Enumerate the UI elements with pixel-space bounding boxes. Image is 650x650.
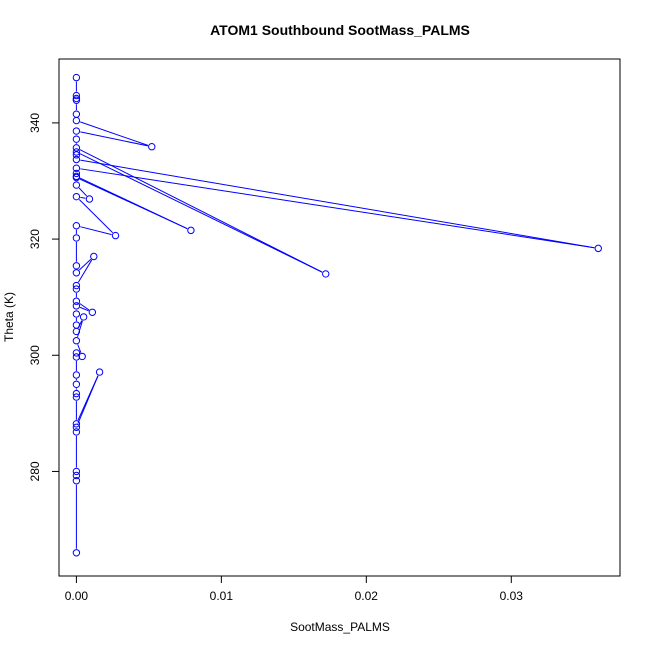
data-point bbox=[72, 144, 81, 152]
chart-title: ATOM1 Southbound SootMass_PALMS bbox=[210, 22, 470, 38]
data-point bbox=[111, 231, 120, 240]
series-segment bbox=[78, 199, 114, 234]
data-point bbox=[72, 110, 81, 118]
series-segment bbox=[80, 121, 149, 146]
data-point bbox=[72, 151, 81, 159]
data-point bbox=[72, 380, 81, 389]
data-point bbox=[72, 467, 81, 476]
data-point bbox=[88, 308, 97, 316]
data-point bbox=[148, 143, 156, 151]
x-tick-label: 0.01 bbox=[210, 589, 234, 603]
data-point bbox=[187, 226, 195, 235]
data-point bbox=[72, 91, 81, 100]
data-point bbox=[72, 192, 81, 201]
series-segment bbox=[79, 153, 323, 273]
data-point bbox=[72, 423, 81, 431]
x-tick-label: 0.00 bbox=[65, 589, 89, 603]
data-point bbox=[322, 270, 330, 278]
data-point bbox=[72, 73, 81, 82]
series-line-group bbox=[75, 81, 595, 549]
data-point bbox=[72, 471, 81, 480]
series-segment bbox=[80, 226, 112, 236]
series-segment bbox=[80, 168, 595, 249]
data-point bbox=[72, 222, 81, 230]
data-point bbox=[72, 181, 81, 189]
series-segment bbox=[79, 177, 188, 230]
series-segment bbox=[77, 375, 99, 421]
data-point bbox=[72, 310, 81, 318]
data-point bbox=[85, 195, 94, 203]
series-segment bbox=[79, 149, 323, 273]
x-axis-label: SootMass_PALMS bbox=[290, 620, 390, 634]
data-point bbox=[72, 477, 81, 485]
series-segment bbox=[80, 159, 595, 249]
x-tick-label: 0.02 bbox=[355, 589, 379, 603]
x-tick-label: 0.03 bbox=[500, 589, 524, 603]
data-point bbox=[72, 353, 81, 361]
data-point bbox=[72, 285, 81, 293]
series-segment bbox=[79, 306, 89, 312]
data-point bbox=[72, 155, 81, 164]
series-segment bbox=[80, 196, 86, 199]
data-point bbox=[72, 169, 81, 178]
series-segment bbox=[78, 187, 88, 197]
data-point bbox=[78, 352, 86, 361]
y-axis: 280 300 320 340 bbox=[28, 113, 60, 481]
data-point bbox=[72, 94, 81, 103]
data-point bbox=[72, 420, 81, 428]
y-tick-label: 320 bbox=[28, 229, 42, 249]
series-points-group bbox=[72, 73, 602, 557]
data-point bbox=[95, 368, 104, 376]
series-segment bbox=[78, 258, 92, 271]
x-axis: 0.00 0.01 0.02 0.03 bbox=[65, 575, 524, 603]
data-point bbox=[72, 234, 81, 242]
data-point bbox=[72, 549, 81, 557]
data-point bbox=[72, 349, 81, 357]
data-point bbox=[90, 252, 98, 261]
data-point bbox=[72, 262, 81, 270]
data-point bbox=[72, 269, 81, 277]
data-point bbox=[72, 302, 81, 310]
data-point bbox=[72, 393, 81, 401]
data-point bbox=[72, 389, 81, 398]
data-point bbox=[72, 281, 81, 290]
data-point bbox=[72, 172, 81, 181]
series-segment bbox=[80, 131, 148, 147]
data-point bbox=[72, 428, 81, 436]
data-point bbox=[72, 297, 81, 305]
data-point bbox=[72, 164, 81, 172]
data-point bbox=[72, 127, 81, 135]
y-tick-label: 300 bbox=[28, 345, 42, 365]
series-segment bbox=[77, 344, 82, 353]
data-point bbox=[72, 148, 81, 156]
series-segment bbox=[79, 303, 90, 311]
y-tick-label: 280 bbox=[28, 461, 42, 481]
data-point bbox=[594, 244, 602, 253]
data-point bbox=[72, 371, 81, 379]
data-point bbox=[72, 321, 81, 329]
data-point bbox=[79, 313, 88, 321]
y-tick-label: 340 bbox=[28, 113, 42, 133]
data-point bbox=[72, 337, 81, 345]
series-segment bbox=[78, 259, 93, 283]
data-point bbox=[72, 135, 81, 143]
y-axis-label: Theta (K) bbox=[2, 292, 16, 342]
